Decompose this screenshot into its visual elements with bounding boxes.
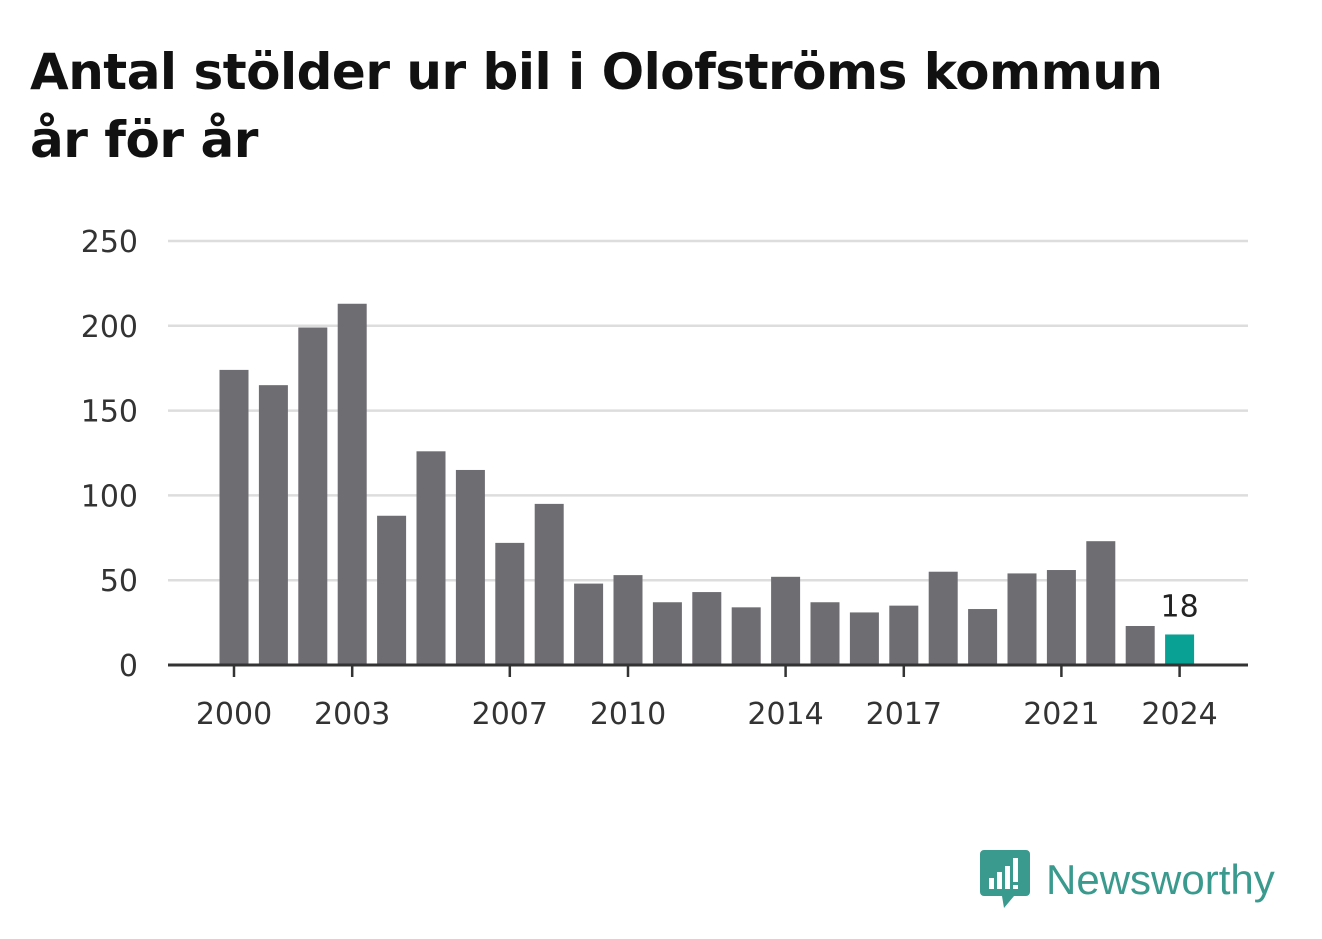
bar-2023 [1125,625,1155,665]
bar-2002 [298,327,328,665]
x-tick-label: 2024 [1141,697,1217,732]
bar-2013 [731,607,761,665]
newsworthy-icon [980,850,1030,908]
x-axis-ticks: 2000 2003 2007 2010 2014 2017 2021 2024 [196,665,1218,732]
bar-2014 [771,576,801,665]
bar-2006 [455,469,485,665]
bar-2010 [613,575,643,665]
y-tick-label: 50 [100,564,138,599]
bar-2008 [534,503,564,665]
bar-2003 [337,303,367,665]
y-tick-label: 100 [81,479,138,514]
y-tick-label: 250 [81,225,138,260]
bar-2005 [416,451,446,665]
bar-2015 [810,602,840,665]
bar-2022 [1086,541,1116,665]
bars [219,303,1195,665]
bar-2004 [377,515,407,665]
y-tick-label: 0 [119,649,138,684]
x-tick-label: 2000 [196,697,272,732]
bar-2011 [652,602,682,665]
y-tick-label: 200 [81,310,138,345]
chart-title: Antal stölder ur bil i Olofströms kommun… [30,43,1163,169]
y-axis-ticks: 0 50 100 150 200 250 [81,225,138,684]
y-tick-label: 150 [81,395,138,430]
bar-2018 [928,571,958,665]
x-tick-label: 2010 [590,697,666,732]
gridlines [168,239,1248,582]
newsworthy-logo: Newsworthy [980,850,1275,910]
brand-name: Newsworthy [1046,856,1275,903]
bar-2021 [1046,570,1076,665]
bar-2009 [574,583,604,665]
x-tick-label: 2017 [866,697,942,732]
bar-2024 [1165,634,1195,665]
bar-2001 [258,385,288,665]
bar-2007 [495,542,525,665]
bar-2020 [1007,573,1037,665]
data-labels: 18 [1161,589,1199,624]
x-tick-label: 2007 [472,697,548,732]
data-label: 18 [1161,589,1199,624]
x-tick-label: 2003 [314,697,390,732]
bar-2000 [219,369,249,665]
x-tick-label: 2014 [747,697,823,732]
bar-2012 [692,592,722,665]
bar-2017 [889,605,919,665]
bar-2016 [849,612,879,665]
x-tick-label: 2021 [1023,697,1099,732]
bar-2019 [968,609,998,665]
